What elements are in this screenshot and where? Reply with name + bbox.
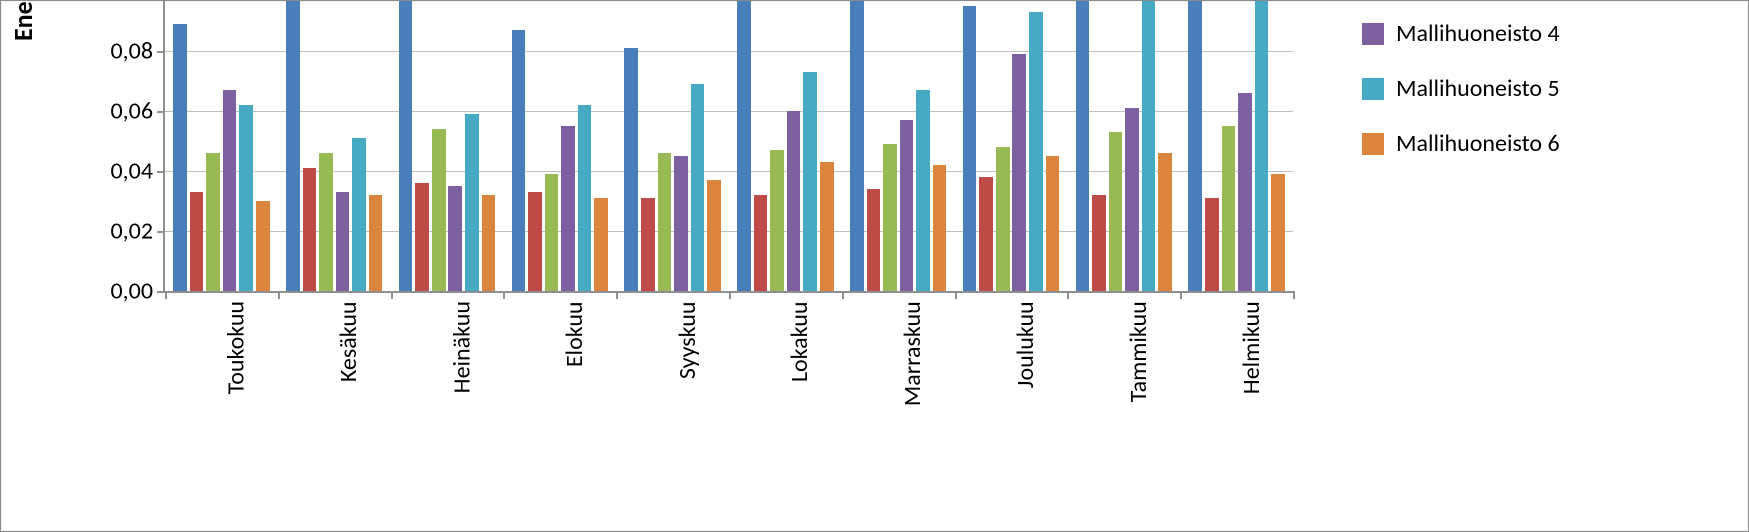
bar-group xyxy=(278,0,391,291)
bar-group xyxy=(729,0,842,291)
bar xyxy=(1205,198,1219,291)
bar xyxy=(369,195,383,291)
bar xyxy=(1125,108,1139,291)
bar xyxy=(1271,174,1285,291)
legend-swatch xyxy=(1362,78,1384,100)
bar-group xyxy=(165,0,278,291)
legend-item: Mallihuoneisto 5 xyxy=(1362,74,1722,103)
bar xyxy=(1092,195,1106,291)
bar xyxy=(787,111,801,291)
bar-group xyxy=(1067,0,1180,291)
bar xyxy=(996,147,1010,291)
bar xyxy=(641,198,655,291)
bar xyxy=(528,192,542,291)
legend-item: Mallihuoneisto 6 xyxy=(1362,129,1722,158)
bar xyxy=(545,174,559,291)
bar xyxy=(432,129,446,291)
y-axis-title: Energiankulutus ( xyxy=(7,0,39,41)
bar xyxy=(1158,153,1172,291)
bar xyxy=(578,105,592,291)
bar xyxy=(399,0,413,291)
bar xyxy=(303,168,317,291)
y-tick-label: 0,02 xyxy=(69,217,153,246)
bar-group xyxy=(391,0,504,291)
bar xyxy=(963,6,977,291)
y-tickmark xyxy=(157,111,165,113)
bar xyxy=(594,198,608,291)
bar xyxy=(707,180,721,291)
bar xyxy=(754,195,768,291)
legend-swatch xyxy=(1362,23,1384,45)
y-tick-label: 0,08 xyxy=(69,37,153,66)
bar xyxy=(916,90,930,291)
bar xyxy=(867,189,881,291)
y-tick-label: 0,06 xyxy=(69,97,153,126)
y-tickmark xyxy=(157,291,165,293)
x-tickmark xyxy=(1293,291,1295,299)
y-tickmark xyxy=(157,231,165,233)
legend-label: Mallihuoneisto 6 xyxy=(1396,129,1560,158)
bar xyxy=(223,90,237,291)
bar xyxy=(850,0,864,291)
y-tickmark xyxy=(157,171,165,173)
bar-group xyxy=(842,0,955,291)
bar xyxy=(512,30,526,291)
bar xyxy=(190,192,204,291)
bar xyxy=(482,195,496,291)
plot-area xyxy=(163,0,1293,293)
bar xyxy=(933,165,947,291)
bar xyxy=(1076,0,1090,291)
bar xyxy=(803,72,817,291)
bar-group xyxy=(503,0,616,291)
y-tick-label: 0,00 xyxy=(69,277,153,306)
legend-item: Mallihuoneisto 4 xyxy=(1362,19,1722,48)
y-tickmark xyxy=(157,51,165,53)
bar xyxy=(173,24,187,291)
bar xyxy=(1046,156,1060,291)
bar xyxy=(1142,0,1156,291)
legend-label: Mallihuoneisto 5 xyxy=(1396,74,1560,103)
legend-label: Mallihuoneisto 4 xyxy=(1396,19,1560,48)
bar xyxy=(1029,12,1043,291)
bar xyxy=(737,0,751,291)
bar xyxy=(658,153,672,291)
bar xyxy=(319,153,333,291)
bar xyxy=(561,126,575,291)
bar xyxy=(1012,54,1026,291)
bar xyxy=(691,84,705,291)
chart-container: Energiankulutus ( 0,00 0,02 0,04 0,06 0,08 T… xyxy=(0,0,1749,532)
bar xyxy=(415,183,429,291)
y-axis-ticks: 0,000,020,040,060,08 xyxy=(69,1,153,291)
bar xyxy=(820,162,834,291)
bar xyxy=(674,156,688,291)
bar xyxy=(336,192,350,291)
bar xyxy=(1255,0,1269,291)
legend-swatch xyxy=(1362,133,1384,155)
bar xyxy=(1109,132,1123,291)
bar xyxy=(624,48,638,291)
bar xyxy=(256,201,270,291)
legend: Mallihuoneisto 4 Mallihuoneisto 5 Mallihuo… xyxy=(1362,19,1722,184)
bar xyxy=(286,0,300,291)
bar xyxy=(1188,0,1202,291)
bar xyxy=(1238,93,1252,291)
bar xyxy=(206,153,220,291)
bar-group xyxy=(616,0,729,291)
bar xyxy=(770,150,784,291)
y-tick-label: 0,04 xyxy=(69,157,153,186)
bar xyxy=(448,186,462,291)
bar xyxy=(239,105,253,291)
x-axis-labels: ToukokuuKesäkuuHeinäkuuElokuuSyyskuuLoka… xyxy=(163,297,1291,497)
bar xyxy=(979,177,993,291)
bar xyxy=(352,138,366,291)
bar xyxy=(900,120,914,291)
bar-group xyxy=(1180,0,1293,291)
bar xyxy=(883,144,897,291)
bar xyxy=(465,114,479,291)
bar xyxy=(1222,126,1236,291)
bar-group xyxy=(955,0,1068,291)
